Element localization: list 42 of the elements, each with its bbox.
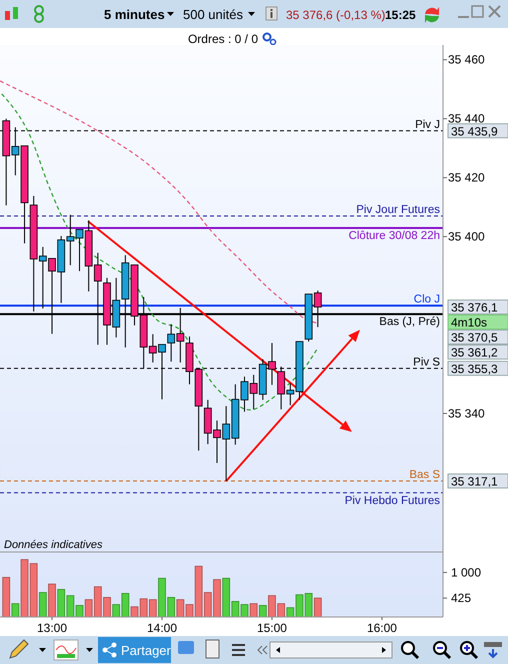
line-series: [1, 93, 318, 411]
ref-line-label: Piv Jour Futures: [356, 204, 440, 216]
bar: [314, 598, 322, 618]
line-series: [0, 80, 318, 324]
y-tick-label: 35 400: [448, 230, 486, 244]
y-tick-label: 35 420: [448, 170, 486, 185]
y-tick-label: 35 460: [448, 52, 486, 67]
bar: [2, 576, 10, 618]
bar: [38, 592, 47, 618]
bar: [48, 584, 56, 618]
bar: [11, 603, 20, 618]
ref-line-label: Piv S: [413, 356, 440, 368]
text: 500 unités: [183, 7, 244, 22]
annotation: Ordres : 0 / 0: [188, 32, 258, 46]
ref-line-label: Clo J: [414, 294, 440, 306]
text: 35 355,3: [451, 362, 498, 376]
text: 5 minutes: [104, 7, 165, 22]
text: Partager: [121, 643, 172, 658]
text: 35 370,5: [451, 330, 498, 345]
bar: [250, 603, 258, 618]
x-tick-label: 16:00: [366, 621, 398, 635]
x-tick-label: 15:00: [256, 621, 288, 635]
ref-line-label: Piv J: [415, 118, 440, 131]
ref-line-label: Bas (J, Pré): [379, 316, 440, 328]
y-tick-label: 1 000: [451, 565, 482, 580]
text: 35 376,1: [451, 300, 498, 315]
text: 35 376,6 (-0,13 %): [286, 8, 386, 22]
ref-line-label: Bas S: [409, 468, 440, 481]
text: 4m10s: [451, 316, 488, 330]
text: 15:25: [385, 8, 416, 22]
ref-line-label: Clôture 30/08 22h: [348, 230, 440, 242]
x-tick-label: 13:00: [37, 621, 68, 635]
y-tick-label: 35 440: [448, 112, 486, 126]
ref-line-label: Piv Hebdo Futures: [344, 494, 440, 507]
text: 35 317,1: [451, 474, 498, 488]
x-tick-label: 14:00: [146, 621, 178, 635]
text: 35 361,2: [451, 346, 498, 360]
y-tick-label: 425: [451, 591, 472, 606]
bar: [258, 605, 267, 618]
y-tick-label: 35 340: [448, 406, 486, 420]
text: 35 435,9: [451, 124, 498, 138]
annotation: Données indicatives: [4, 539, 103, 551]
